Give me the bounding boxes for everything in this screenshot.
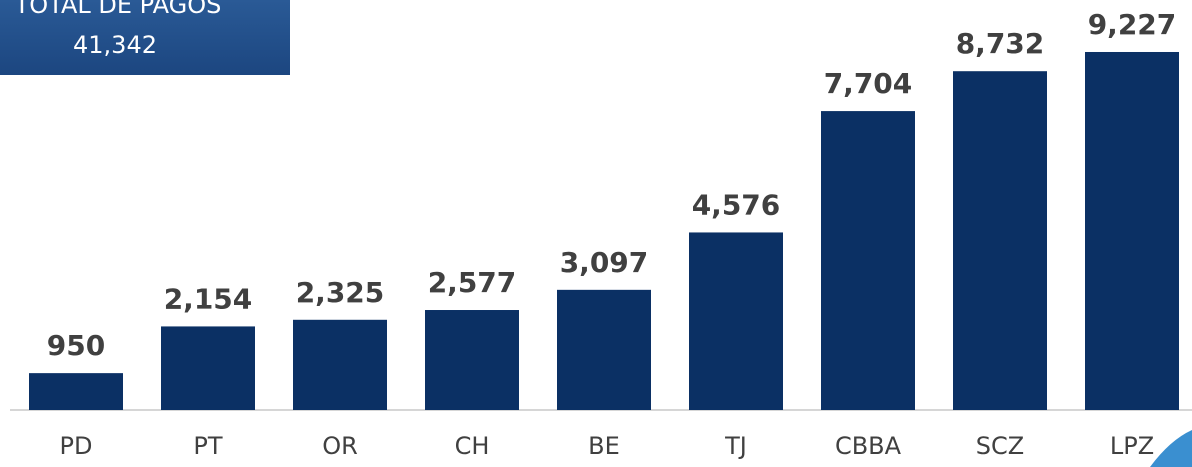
- bar: [293, 319, 387, 410]
- data-label: 3,097: [560, 246, 649, 279]
- x-tick-label: CH: [455, 432, 490, 460]
- total-box-title: TOTAL DE PAGOS: [14, 0, 222, 19]
- bar: [425, 310, 519, 410]
- bar: [161, 326, 255, 410]
- data-label: 2,154: [164, 282, 253, 315]
- data-label: 8,732: [956, 27, 1045, 60]
- total-box-value: 41,342: [73, 31, 157, 59]
- x-tick-label: SCZ: [976, 432, 1024, 460]
- bar: [1085, 51, 1179, 410]
- bar: [821, 111, 915, 410]
- x-tick-label: PT: [193, 432, 222, 460]
- x-tick-label: TJ: [724, 432, 747, 460]
- x-tick-label: PD: [60, 432, 93, 460]
- data-label: 7,704: [824, 67, 913, 100]
- x-tick-label: LPZ: [1110, 432, 1154, 460]
- data-label: 4,576: [692, 188, 781, 221]
- data-label: 2,325: [296, 276, 385, 309]
- data-label: 9,227: [1088, 8, 1177, 41]
- x-tick-label: BE: [588, 432, 620, 460]
- data-label: 2,577: [428, 266, 517, 299]
- bar: [953, 71, 1047, 411]
- x-tick-label: OR: [322, 432, 358, 460]
- x-tick-label: CBBA: [835, 432, 902, 460]
- bar: [29, 373, 123, 410]
- corner-decoration: [1150, 430, 1192, 467]
- data-label: 950: [47, 329, 105, 362]
- bar: [689, 232, 783, 410]
- total-box: [0, 0, 290, 75]
- bar: [557, 289, 651, 410]
